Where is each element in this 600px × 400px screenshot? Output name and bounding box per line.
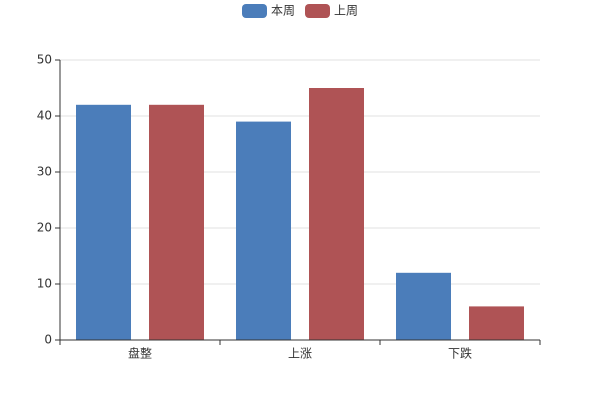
bar: [309, 88, 364, 340]
legend-label[interactable]: 上周: [334, 4, 358, 18]
legend-swatch[interactable]: [242, 4, 267, 18]
y-tick-label: 30: [37, 165, 52, 179]
y-tick-label: 10: [37, 277, 52, 291]
bar: [396, 272, 451, 340]
bar: [236, 121, 291, 340]
y-tick-label: 0: [44, 333, 52, 347]
y-tick-label: 40: [37, 109, 52, 123]
bar: [76, 104, 131, 340]
legend-swatch[interactable]: [305, 4, 330, 18]
bar: [149, 104, 204, 340]
x-tick-label: 下跌: [448, 346, 472, 361]
y-tick-label: 20: [37, 221, 52, 235]
y-tick-label: 50: [37, 53, 52, 67]
x-tick-label: 上涨: [288, 346, 312, 361]
legend-label[interactable]: 本周: [271, 4, 295, 18]
x-tick-label: 盘整: [128, 346, 152, 361]
bar: [469, 306, 524, 340]
